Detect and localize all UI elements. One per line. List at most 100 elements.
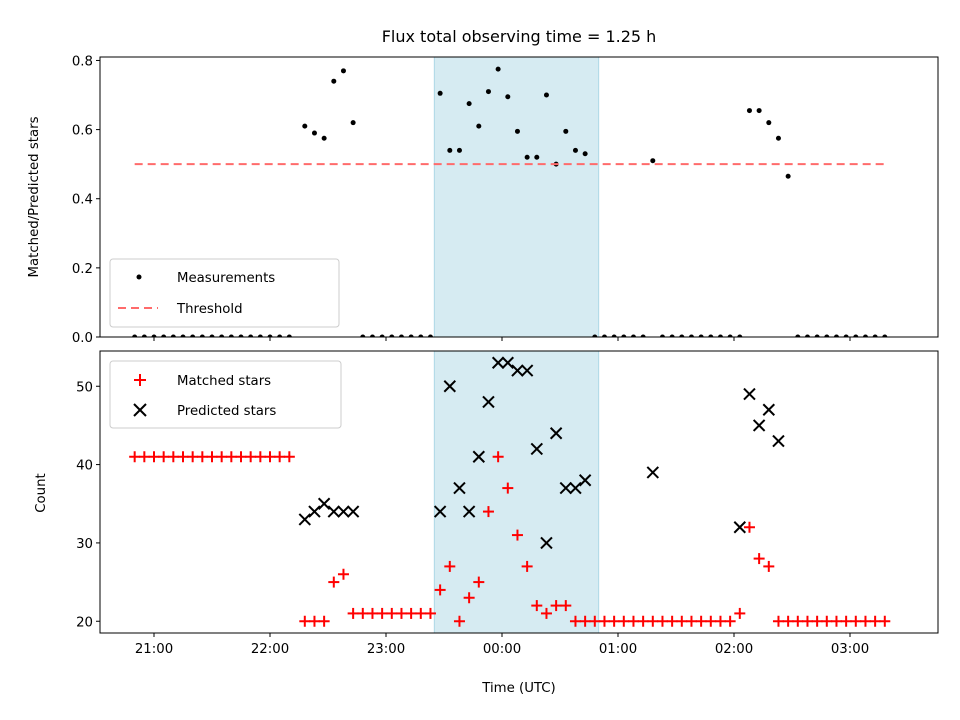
matched-star-point (540, 607, 552, 619)
measurement-point (505, 94, 511, 100)
measurement-point (238, 334, 244, 337)
predicted-star-point (433, 505, 447, 518)
top-plot-area (132, 66, 889, 337)
measurement-point (495, 66, 501, 72)
matched-star-point (734, 607, 746, 619)
predicted-star-point (530, 442, 544, 456)
matched-star-point (492, 451, 504, 463)
matched-star-point (463, 592, 475, 604)
measurement-point (257, 334, 263, 337)
matched-star-point (850, 615, 862, 627)
measurement-point (688, 334, 694, 337)
predicted-star-point (337, 505, 350, 518)
bottom-y-axis-label: Count (34, 473, 49, 513)
measurement-point (669, 334, 675, 337)
measurement-point (563, 128, 569, 134)
measurement-point (514, 128, 520, 134)
matched-star-point (763, 560, 775, 572)
matched-star-point (792, 615, 804, 627)
matched-star-point (444, 560, 456, 572)
measurement-point (756, 108, 762, 114)
measurement-point (209, 334, 215, 337)
measurement-point (775, 135, 781, 141)
measurement-point (132, 334, 138, 337)
measurement-point (267, 334, 273, 337)
measurement-point (601, 334, 607, 337)
matched-star-point (318, 615, 330, 627)
measurement-point (795, 334, 801, 337)
x-tick-label: 00:00 (483, 642, 521, 657)
matched-star-point (138, 451, 150, 463)
matched-star-point (714, 615, 726, 627)
bottom-legend: Matched stars Predicted stars (109, 360, 342, 429)
x-tick-label: 23:00 (367, 642, 405, 657)
predicted-star-point (520, 364, 534, 377)
measurement-point (659, 334, 665, 337)
matched-star-point (225, 451, 237, 463)
measurement-point (621, 334, 627, 337)
x-axis-label: Time (UTC) (481, 681, 556, 696)
matched-star-point (434, 584, 446, 596)
matched-star-point (531, 600, 543, 612)
measurement-point (277, 334, 283, 337)
measurement-point (427, 334, 433, 337)
measurement-point (340, 68, 346, 74)
legend-matched-label: Matched stars (177, 374, 271, 389)
top-axes-frame (99, 56, 939, 338)
measurement-point (456, 147, 462, 153)
matched-star-point (376, 607, 388, 619)
matched-star-point (608, 615, 620, 627)
measurement-point (833, 334, 839, 337)
matched-star-point (666, 615, 678, 627)
matched-star-point (158, 451, 170, 463)
measurement-point (679, 334, 685, 337)
measurement-point (785, 173, 791, 179)
measurement-point (882, 334, 888, 337)
measurement-point (476, 123, 482, 129)
predicted-star-point (317, 497, 331, 510)
measurement-point (853, 334, 859, 337)
bottom-panel: 20 30 40 50 21:00 22:00 23:00 00:00 01:00 02:00 0… (34, 350, 939, 696)
predicted-star-point (472, 450, 486, 463)
matched-star-point (264, 451, 276, 463)
measurement-point (321, 135, 327, 141)
matched-star-point (424, 607, 436, 619)
bottom-legend-box (109, 360, 342, 429)
measurement-point (543, 92, 549, 98)
top-panel: 0.00.20.40.60.8 Matched/Predicted stars … (27, 54, 939, 346)
predicted-star-point (743, 387, 756, 401)
matched-star-point (187, 451, 199, 463)
matched-star-point (328, 576, 340, 588)
measurement-point (379, 334, 385, 337)
top-y-tick-label: 0.6 (72, 124, 93, 139)
top-y-tick-label: 0.8 (72, 54, 93, 69)
measurement-point (843, 334, 849, 337)
predicted-star-point (443, 380, 457, 393)
bottom-y-tick-label: 20 (76, 615, 93, 630)
measurement-point (708, 334, 714, 337)
measurement-point (151, 334, 157, 337)
measurement-point (862, 334, 868, 337)
measurement-point (746, 108, 752, 114)
measurement-point (286, 334, 292, 337)
measurement-point (199, 334, 205, 337)
matched-star-point (254, 451, 266, 463)
measurement-point (804, 334, 810, 337)
measurement-point (698, 334, 704, 337)
matched-star-point (511, 529, 523, 541)
measurement-point (447, 147, 453, 153)
matched-star-point (569, 615, 581, 627)
top-y-axis-label: Matched/Predicted stars (27, 116, 42, 277)
measurement-point (485, 89, 491, 95)
matched-star-point (618, 615, 630, 627)
bottom-highlight-band (433, 351, 600, 633)
predicted-star-point (482, 395, 495, 409)
measurement-point (219, 334, 225, 337)
x-tick-label: 21:00 (135, 642, 173, 657)
matched-star-point (299, 615, 311, 627)
bottom-y-axis: 20 30 40 50 (76, 380, 100, 630)
predicted-star-point (549, 427, 563, 440)
predicted-star-point (346, 505, 360, 518)
matched-star-point (695, 615, 707, 627)
measurement-point (534, 154, 540, 160)
